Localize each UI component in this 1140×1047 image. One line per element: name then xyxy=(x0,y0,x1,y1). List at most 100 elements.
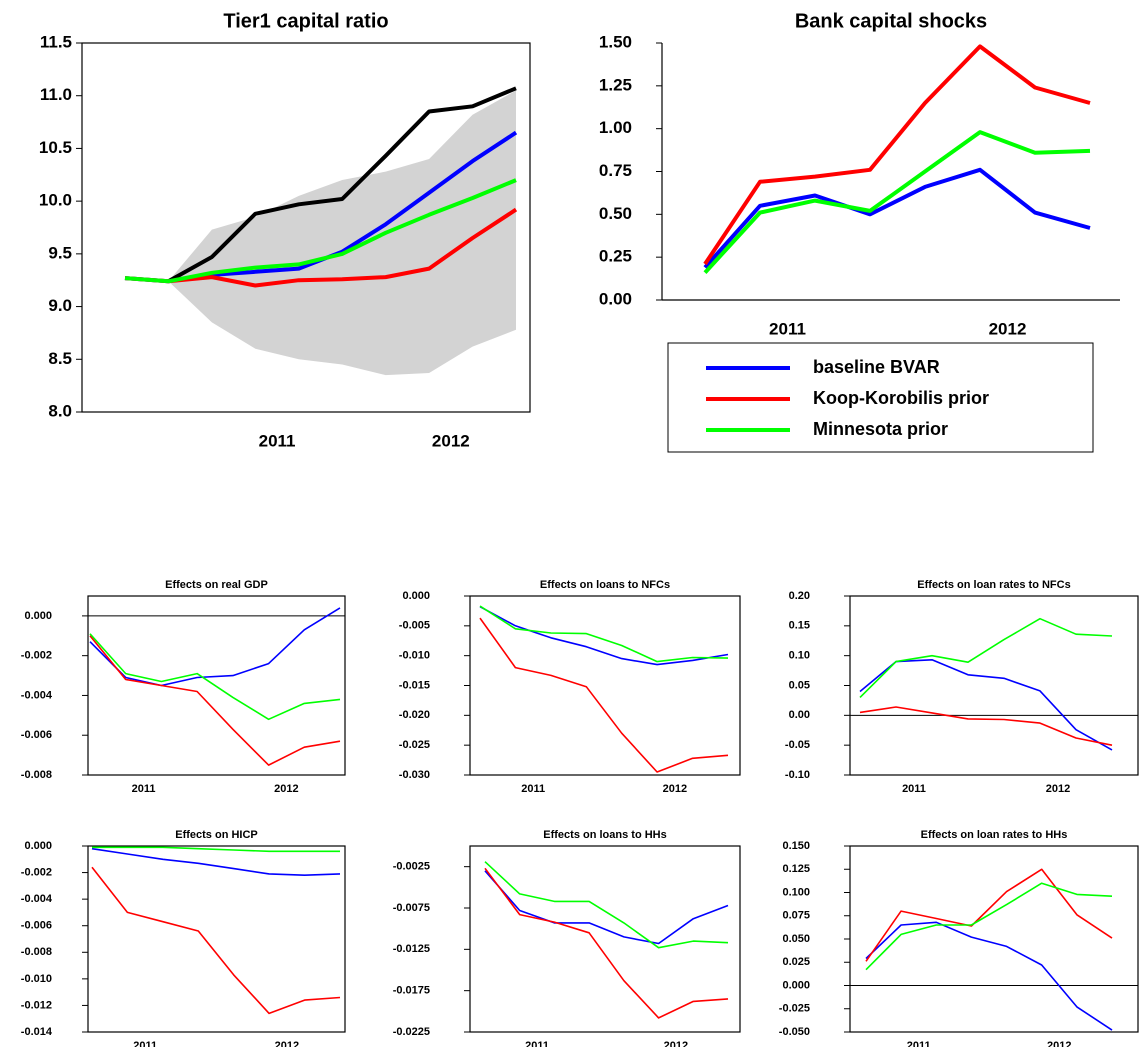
x-tick-label: 2011 xyxy=(525,1040,549,1047)
y-tick-label: 0.15 xyxy=(789,620,810,632)
y-tick-label: -0.05 xyxy=(785,739,810,751)
y-tick-label: 0.05 xyxy=(789,679,810,691)
series-line xyxy=(859,617,1113,698)
x-tick-label: 2011 xyxy=(133,1040,157,1047)
series-line xyxy=(703,130,1091,274)
y-tick-label: -0.020 xyxy=(399,709,430,721)
x-tick-label: 2012 xyxy=(275,1040,299,1047)
plot-frame xyxy=(849,595,1139,776)
y-tick-label: 0.100 xyxy=(782,886,810,898)
y-tick-label: -0.025 xyxy=(399,739,430,751)
y-tick-label: 11.0 xyxy=(40,85,72,104)
y-tick-label: -0.012 xyxy=(21,999,52,1011)
legend-label: Koop-Korobilis prior xyxy=(813,388,989,408)
y-tick-label: -0.0025 xyxy=(393,861,430,873)
x-tick-label: 2012 xyxy=(664,1040,688,1047)
chart-title: Effects on loan rates to NFCs xyxy=(917,579,1070,591)
series-line xyxy=(479,605,729,666)
y-tick-label: -0.006 xyxy=(21,920,52,932)
series-line xyxy=(484,861,729,949)
series-line xyxy=(89,635,341,766)
y-tick-label: 8.0 xyxy=(48,401,72,420)
plot-frame xyxy=(87,845,346,1033)
x-tick-label: 2012 xyxy=(663,783,687,795)
y-tick-label: 10.0 xyxy=(39,191,72,210)
confidence-band xyxy=(168,90,516,376)
y-tick-label: 0.000 xyxy=(402,590,430,602)
x-tick-label: 2011 xyxy=(521,783,545,795)
y-tick-label: -0.10 xyxy=(785,769,810,781)
series-line xyxy=(703,44,1091,266)
y-tick-label: 9.0 xyxy=(48,296,72,315)
y-tick-label: 0.075 xyxy=(782,910,810,922)
chart-title: Effects on loans to NFCs xyxy=(540,579,670,591)
x-tick-label: 2012 xyxy=(1046,783,1070,795)
y-tick-label: 0.20 xyxy=(789,590,810,602)
y-tick-label: -0.015 xyxy=(399,679,430,691)
chart-title: Effects on real GDP xyxy=(165,579,268,591)
y-tick-label: 9.5 xyxy=(48,243,72,262)
plot-frame xyxy=(469,595,741,776)
y-tick-label: 0.000 xyxy=(24,840,52,852)
x-tick-label: 2012 xyxy=(432,431,470,450)
y-tick-label: 0.25 xyxy=(599,247,632,266)
series-line xyxy=(865,921,1113,1031)
y-tick-label: -0.0175 xyxy=(393,985,430,997)
x-tick-label: 2012 xyxy=(1047,1040,1071,1047)
y-tick-label: -0.050 xyxy=(779,1026,810,1038)
y-tick-label: -0.006 xyxy=(21,729,52,741)
series-line xyxy=(124,178,517,284)
series-line xyxy=(124,207,518,288)
series-line xyxy=(703,167,1091,269)
y-tick-label: -0.014 xyxy=(21,1026,53,1038)
y-tick-label: -0.008 xyxy=(21,946,52,958)
y-tick-label: -0.010 xyxy=(21,973,52,985)
series-line xyxy=(479,605,729,663)
y-tick-label: -0.0225 xyxy=(393,1026,430,1038)
x-tick-label: 2011 xyxy=(769,319,806,338)
y-tick-label: 0.50 xyxy=(599,204,632,223)
y-tick-label: 0.00 xyxy=(789,709,810,721)
legend-label: Minnesota prior xyxy=(813,419,948,439)
y-tick-label: 0.125 xyxy=(782,863,810,875)
x-tick-label: 2011 xyxy=(907,1040,931,1047)
y-tick-label: 0.050 xyxy=(782,933,810,945)
y-tick-label: 11.5 xyxy=(40,32,72,51)
chart-title: Effects on loans to HHs xyxy=(543,829,666,841)
y-tick-label: -0.030 xyxy=(399,769,430,781)
x-tick-label: 2011 xyxy=(132,783,156,795)
x-tick-label: 2012 xyxy=(989,319,1027,338)
x-tick-label: 2011 xyxy=(259,431,296,450)
series-line xyxy=(859,659,1113,751)
x-tick-label: 2011 xyxy=(902,783,926,795)
plot-frame xyxy=(469,845,741,1033)
y-tick-label: -0.004 xyxy=(21,893,53,905)
legend-label: baseline BVAR xyxy=(813,357,940,377)
plot-frame xyxy=(849,845,1139,1033)
series-line xyxy=(484,867,729,1019)
series-line xyxy=(859,706,1113,746)
chart-title: Bank capital shocks xyxy=(795,10,987,32)
y-tick-label: 8.5 xyxy=(48,349,72,368)
series-line xyxy=(91,847,341,876)
chart-title: Effects on HICP xyxy=(175,829,258,841)
y-tick-label: 0.10 xyxy=(789,650,810,662)
y-tick-label: -0.002 xyxy=(21,866,52,878)
y-tick-label: 0.000 xyxy=(24,610,52,622)
y-tick-label: 1.25 xyxy=(599,75,632,94)
y-tick-label: 10.5 xyxy=(39,138,72,157)
y-tick-label: -0.010 xyxy=(399,650,430,662)
series-line xyxy=(91,866,341,1015)
y-tick-label: -0.008 xyxy=(21,769,52,781)
y-tick-label: -0.004 xyxy=(21,689,53,701)
y-tick-label: 1.00 xyxy=(599,118,632,137)
y-tick-label: 0.75 xyxy=(599,161,632,180)
y-tick-label: 0.000 xyxy=(782,979,810,991)
x-tick-label: 2012 xyxy=(274,783,298,795)
series-line xyxy=(167,86,517,284)
chart-title: Tier1 capital ratio xyxy=(223,10,388,32)
plot-frame xyxy=(87,595,346,776)
chart-title: Effects on loan rates to HHs xyxy=(921,829,1068,841)
y-tick-label: 1.50 xyxy=(599,32,632,51)
series-line xyxy=(865,882,1113,971)
